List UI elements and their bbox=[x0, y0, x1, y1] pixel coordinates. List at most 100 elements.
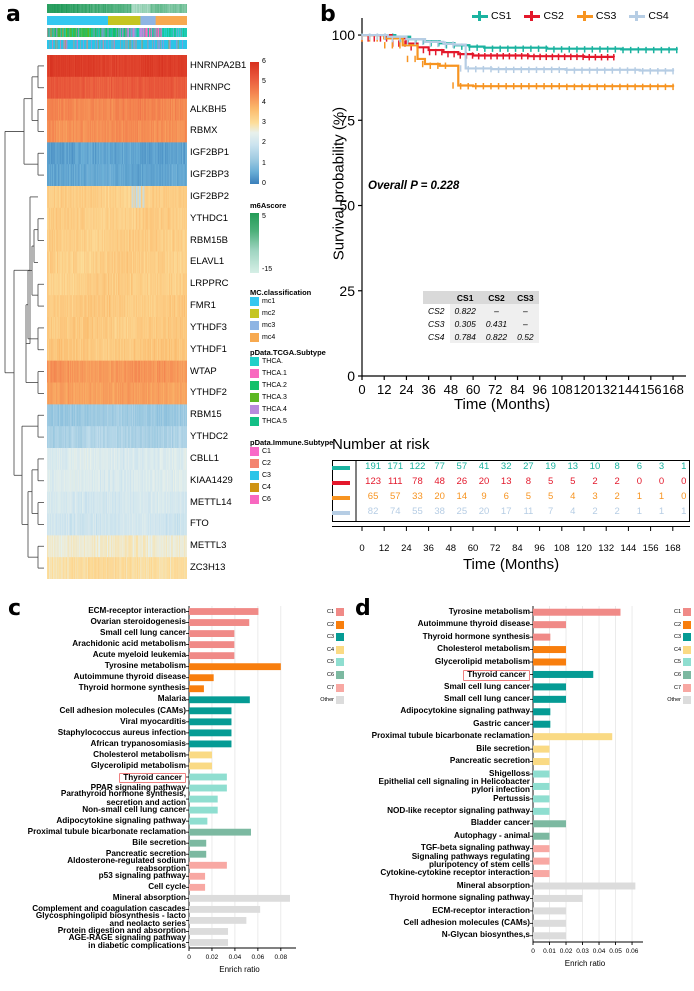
svg-text:0: 0 bbox=[347, 368, 355, 384]
expression-scale-tick: 0 bbox=[262, 180, 266, 187]
panel-c-legend: C1 C2 C3 C4 C5 C6 C7 Other bbox=[298, 608, 344, 709]
enrichment-legend-label: C7 bbox=[326, 684, 334, 691]
enrichment-legend-swatch bbox=[683, 696, 691, 705]
risk-count: 13 bbox=[567, 461, 579, 472]
risk-count: 1 bbox=[681, 506, 687, 517]
enrichment-legend-label: C1 bbox=[326, 609, 334, 615]
legend-swatch bbox=[250, 381, 259, 390]
enrichment-legend-swatch bbox=[336, 620, 344, 629]
risk-x-tick: 96 bbox=[534, 543, 545, 554]
bar bbox=[533, 708, 551, 716]
pvalue-col-header bbox=[423, 291, 450, 304]
enrichment-legend-item: C2 bbox=[645, 620, 691, 629]
risk-count: 77 bbox=[434, 461, 445, 472]
category-label: Viral myocarditis bbox=[120, 716, 186, 726]
bar bbox=[533, 658, 567, 666]
category-label: African trypanosomiasis bbox=[90, 738, 186, 748]
category-label: Autophagy - animal bbox=[454, 830, 530, 840]
category-label: Thyroid hormone synthesis bbox=[422, 631, 530, 641]
category-label: Cytokine-cytokine receptor interaction bbox=[380, 868, 530, 878]
svg-text:0.02: 0.02 bbox=[206, 954, 219, 961]
enrichment-legend-item: C1 bbox=[645, 608, 691, 616]
risk-x-tick-labels: 0 12 24 36 48 60 72 84 96 108 120 132 144 156 168 bbox=[332, 543, 690, 555]
enrichment-legend-label: C1 bbox=[673, 609, 681, 615]
m6ascore-legend-title: m6Ascore bbox=[250, 201, 287, 210]
legend-label: mc4 bbox=[262, 334, 276, 341]
bar bbox=[189, 663, 281, 671]
risk-count: 55 bbox=[412, 506, 423, 517]
category-label: Cholesterol metabolism bbox=[93, 749, 186, 759]
bar bbox=[189, 795, 218, 803]
risk-count: 20 bbox=[478, 506, 490, 517]
risk-count: 111 bbox=[388, 476, 403, 487]
svg-text:96: 96 bbox=[533, 382, 547, 397]
survival-legend-marker bbox=[472, 11, 488, 21]
risk-count: 6 bbox=[503, 491, 509, 502]
risk-count: 1 bbox=[636, 506, 642, 517]
pvalue-cell: – bbox=[512, 317, 539, 330]
risk-count: 10 bbox=[589, 461, 601, 472]
bar bbox=[189, 784, 227, 792]
category-label: Pancreatic secretion bbox=[449, 756, 530, 766]
category-label: Small cell lung cancer bbox=[443, 694, 530, 704]
svg-text:120: 120 bbox=[573, 382, 595, 397]
risk-x-tick: 132 bbox=[598, 543, 615, 554]
panel-c-enrichment: c ECM-receptor interaction Ovarian steroi… bbox=[0, 592, 347, 991]
category-label: Thyroid hormone synthesis bbox=[78, 683, 186, 693]
panel-d-bars: 0 0.01 0.02 0.03 0.04 0.05 0.06 Enrich ratio bbox=[530, 606, 643, 968]
risk-count: 7 bbox=[547, 506, 554, 517]
annotation-row-tcga-subtype: pData.TCGA.Subtype bbox=[47, 28, 187, 37]
bar bbox=[533, 870, 550, 878]
bar bbox=[533, 919, 567, 927]
bar bbox=[189, 839, 207, 847]
gene-label: IGF2BP2 bbox=[190, 190, 230, 202]
bar bbox=[189, 894, 290, 902]
risk-count: 0 bbox=[681, 476, 687, 487]
category-label: AGE-RAGE signaling pathway in diabetic c… bbox=[68, 932, 186, 951]
legend-label: THCA.5 bbox=[262, 418, 287, 425]
risk-x-tick: 60 bbox=[467, 543, 479, 554]
expression-scale-tick: 6 bbox=[262, 58, 266, 65]
risk-count: 57 bbox=[456, 461, 468, 472]
category-label: Bile secretion bbox=[476, 743, 530, 753]
gene-label: YTHDF1 bbox=[190, 343, 227, 355]
bar bbox=[533, 894, 583, 902]
risk-count: 5 bbox=[547, 491, 554, 502]
category-label-highlighted: Thyroid cancer bbox=[119, 772, 186, 784]
enrichment-legend-item: C4 bbox=[298, 645, 344, 654]
bar bbox=[189, 850, 207, 858]
gene-label: HNRNPA2B1 bbox=[190, 59, 247, 71]
risk-group-key bbox=[332, 496, 350, 500]
bar bbox=[189, 817, 208, 825]
risk-count: 1 bbox=[681, 461, 687, 472]
risk-count: 0 bbox=[681, 491, 687, 502]
svg-text:0: 0 bbox=[531, 948, 535, 955]
legend-label: THCA.1 bbox=[262, 370, 287, 377]
category-label: p53 signaling pathway bbox=[98, 870, 186, 880]
enrichment-legend-swatch bbox=[683, 658, 691, 667]
overall-p-value: Overall P = 0.228 bbox=[368, 180, 460, 192]
bar bbox=[189, 928, 229, 935]
svg-text:168: 168 bbox=[662, 382, 684, 397]
legend-swatch bbox=[250, 393, 259, 402]
survival-legend-marker bbox=[576, 11, 593, 21]
risk-count: 171 bbox=[387, 461, 404, 472]
category-label: Glycosphingolipid biosynthesis - lacto a… bbox=[35, 910, 186, 929]
risk-count: 8 bbox=[525, 476, 532, 487]
risk-count: 5 bbox=[570, 476, 576, 487]
legend-swatch bbox=[250, 471, 259, 480]
enrichment-legend-item: Other bbox=[298, 696, 344, 705]
gene-label: IGF2BP1 bbox=[190, 147, 230, 159]
risk-count: 38 bbox=[434, 506, 445, 517]
annotation-row-mc-classification: MC.classification bbox=[47, 16, 187, 25]
category-label: Glycerolipid metabolism bbox=[434, 656, 530, 666]
gene-label: LRPPRC bbox=[190, 278, 229, 290]
bar bbox=[189, 608, 259, 615]
gene-label: YTHDF3 bbox=[190, 321, 227, 333]
gene-label: RBMX bbox=[190, 125, 218, 137]
category-label: Cell adhesion molecules (CAMs) bbox=[59, 705, 186, 715]
legend-swatch bbox=[250, 447, 259, 456]
enrichment-legend-swatch bbox=[683, 633, 691, 642]
enrichment-legend-item: C4 bbox=[645, 645, 691, 654]
risk-count: 4 bbox=[570, 491, 576, 502]
